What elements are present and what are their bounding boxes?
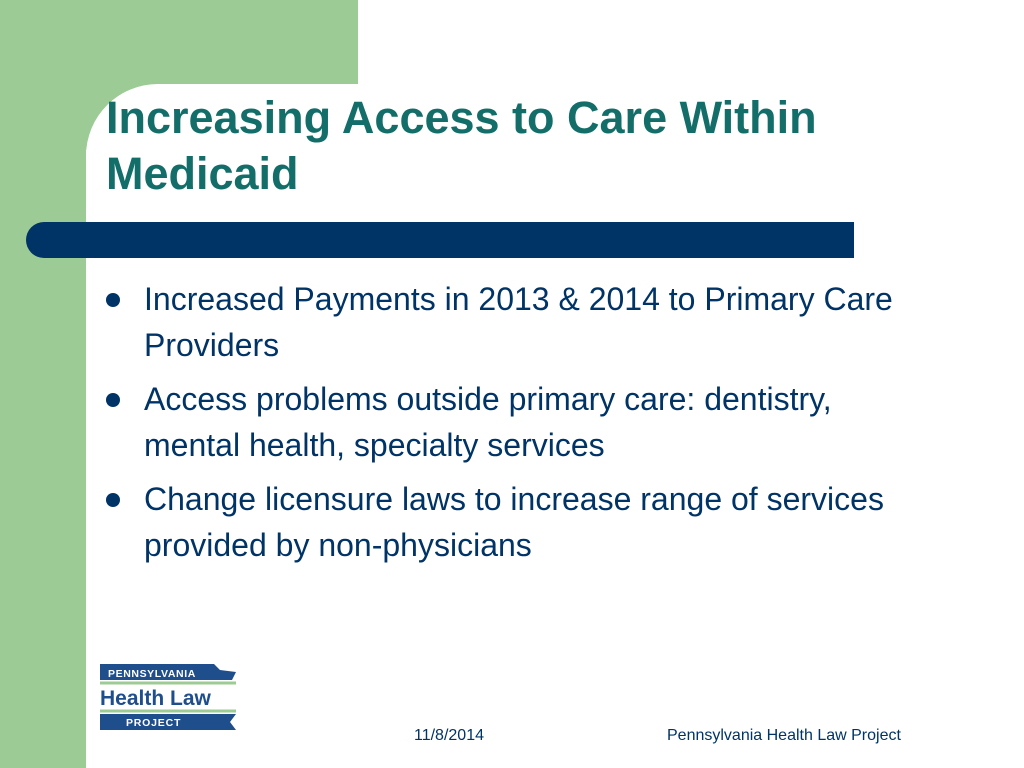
slide-title: Increasing Access to Care Within Medicai… [106, 92, 817, 199]
pennsylvania-health-law-project-logo: PENNSYLVANIA Health Law PROJECT [100, 664, 236, 730]
bullet-item: Change licensure laws to increase range … [104, 476, 904, 568]
bullet-text: Access problems outside primary care: de… [144, 381, 832, 463]
bullet-list: Increased Payments in 2013 & 2014 to Pri… [104, 276, 904, 576]
bullet-text: Change licensure laws to increase range … [144, 481, 884, 563]
bullet-text: Increased Payments in 2013 & 2014 to Pri… [144, 281, 893, 363]
logo-line-2: Health Law [100, 687, 212, 710]
bullet-dot-icon [106, 293, 120, 307]
title-divider-bar [26, 222, 854, 258]
logo-top-band [100, 664, 236, 680]
logo-line-1: PENNSYLVANIA [108, 668, 196, 680]
footer-organization: Pennsylvania Health Law Project [667, 727, 901, 744]
bullet-dot-icon [106, 493, 120, 507]
footer-date: 11/8/2014 [414, 727, 484, 744]
logo-bottom-band [100, 714, 236, 730]
logo-line-3: PROJECT [126, 717, 181, 729]
bullet-item: Access problems outside primary care: de… [104, 376, 904, 468]
bullet-dot-icon [106, 393, 120, 407]
bullet-item: Increased Payments in 2013 & 2014 to Pri… [104, 276, 904, 368]
